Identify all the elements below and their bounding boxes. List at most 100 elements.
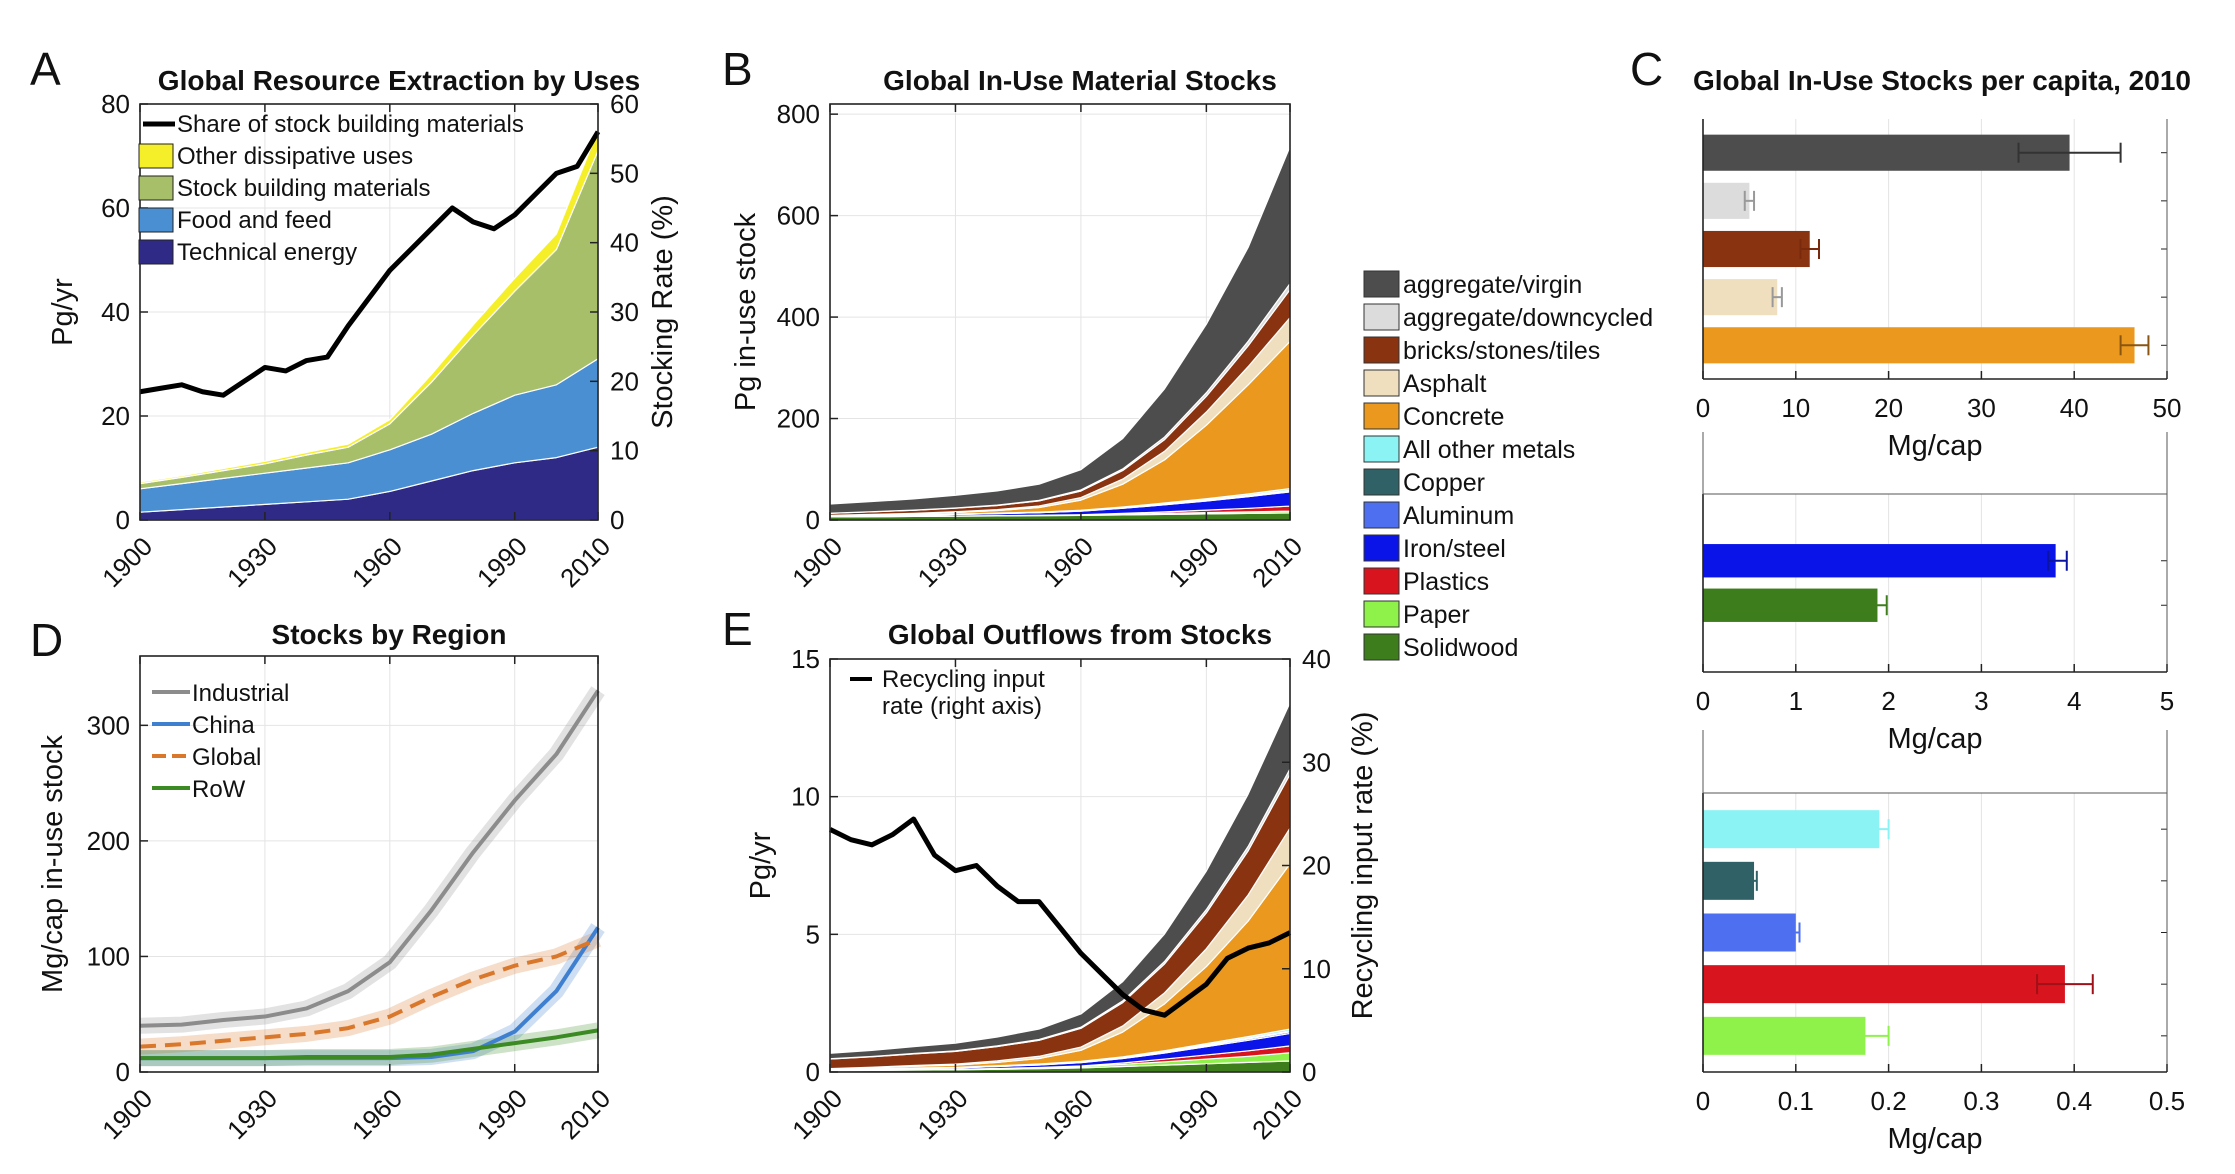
- material-legend-label: Iron/steel: [1403, 535, 1506, 563]
- x-tick-label: 2: [1881, 686, 1895, 716]
- panel-title-d: Stocks by Region: [272, 619, 507, 650]
- x-tick-label: 1930: [221, 531, 283, 593]
- legend-label: Recycling input: [882, 666, 1045, 693]
- y-right-tick-label: 40: [610, 228, 639, 258]
- x-tick-label: 0.4: [2056, 1086, 2092, 1116]
- x-tick-label: 0: [1696, 1086, 1710, 1116]
- y-tick-label: 0: [116, 505, 130, 535]
- x-tick-label: 1990: [471, 531, 533, 593]
- axes-frame-D: [139, 655, 599, 1073]
- bar-all-other-metals: [1703, 810, 1880, 849]
- plot-area-C2: [1703, 494, 2167, 672]
- panel-letter-c: C: [1630, 43, 1663, 95]
- material-legend-label: aggregate/virgin: [1403, 271, 1582, 299]
- y-tick-label: 60: [101, 193, 130, 223]
- x-tick-label: 0: [1696, 393, 1710, 423]
- legend-label: Global: [192, 744, 261, 771]
- x-tick-label: 1900: [96, 531, 158, 593]
- material-legend-label: Aluminum: [1403, 502, 1514, 530]
- material-legend-label: Plastics: [1403, 568, 1489, 596]
- x-tick-label: 40: [2060, 393, 2089, 423]
- panel-letter-a: A: [30, 43, 61, 95]
- y-axis-label-a: Pg/yr: [47, 278, 79, 346]
- bar-paper: [1703, 1016, 1866, 1055]
- legend-swatch: [138, 207, 174, 233]
- y-right-tick-label: 50: [610, 158, 639, 188]
- x-tick-label: 1990: [1162, 531, 1224, 593]
- legend-label: Share of stock building materials: [177, 111, 524, 138]
- panel-title-a: Global Resource Extraction by Uses: [158, 65, 640, 96]
- material-legend-label: Concrete: [1403, 403, 1504, 431]
- bar-asphalt: [1703, 279, 1778, 316]
- y-tick-label: 10: [791, 782, 820, 812]
- x-tick-label: 2010: [1246, 531, 1308, 593]
- material-legend-label: Asphalt: [1403, 370, 1486, 398]
- x-tick-label: 0.2: [1871, 1086, 1907, 1116]
- y-right-tick-label: 40: [1302, 644, 1331, 674]
- x-axis-label-c2: Mg/cap: [1887, 723, 1982, 755]
- legend-label: Industrial: [192, 680, 289, 707]
- x-tick-label: 3: [1974, 686, 1988, 716]
- material-legend-swatch: [1363, 567, 1400, 595]
- legend-label: Stock building materials: [177, 175, 430, 202]
- panel-letter-b: B: [722, 43, 753, 95]
- material-legend-label: aggregate/downcycled: [1403, 304, 1653, 332]
- x-tick-label: 0.5: [2149, 1086, 2185, 1116]
- material-legend-label: Copper: [1403, 469, 1485, 497]
- x-tick-label: 2010: [1246, 1083, 1308, 1145]
- line-row: [140, 1028, 599, 1061]
- bar-iron-steel: [1703, 544, 2056, 578]
- material-legend-swatch: [1363, 303, 1400, 331]
- x-tick-label: 1990: [1162, 1083, 1224, 1145]
- x-tick-label: 1990: [471, 1083, 533, 1145]
- y-tick-label: 100: [87, 941, 130, 971]
- x-tick-label: 1960: [1037, 1083, 1099, 1145]
- y-tick-label: 80: [101, 89, 130, 119]
- x-tick-label: 1930: [912, 1083, 974, 1145]
- material-legend-label: Paper: [1403, 601, 1470, 629]
- material-legend-swatch: [1363, 468, 1400, 496]
- x-tick-label: 1960: [346, 531, 408, 593]
- x-tick-label: 5: [2160, 686, 2174, 716]
- bar-aggregate-virgin: [1703, 134, 2070, 171]
- x-axis-label-c3: Mg/cap: [1887, 1123, 1982, 1155]
- y-tick-label: 200: [777, 404, 820, 434]
- axes-frame-B: [829, 103, 1291, 521]
- material-legend-label: bricks/stones/tiles: [1403, 337, 1600, 365]
- bar-concrete: [1703, 327, 2135, 364]
- legend-label: China: [192, 712, 255, 739]
- x-tick-label: 0.3: [1963, 1086, 1999, 1116]
- material-legend-swatch: [1363, 600, 1400, 628]
- legend-label: Other dissipative uses: [177, 143, 413, 170]
- x-tick-label: 2010: [554, 1083, 616, 1145]
- y-right-axis-label-e: Recycling input rate (%): [1347, 712, 1379, 1020]
- material-legend-swatch: [1363, 435, 1400, 463]
- y-tick-label: 0: [806, 505, 820, 535]
- y-tick-label: 400: [777, 302, 820, 332]
- x-tick-label: 4: [2067, 686, 2081, 716]
- x-tick-label: 2010: [554, 531, 616, 593]
- y-right-axis-label-a: Stocking Rate (%): [647, 195, 679, 429]
- y-tick-label: 20: [101, 401, 130, 431]
- panel-title-b: Global In-Use Material Stocks: [883, 65, 1277, 96]
- y-axis-label-e: Pg/yr: [745, 831, 777, 899]
- x-tick-label: 50: [2153, 393, 2182, 423]
- y-axis-label-b: Pg in-use stock: [730, 212, 762, 411]
- material-legend-label: Solidwood: [1403, 634, 1518, 662]
- bar-copper: [1703, 861, 1755, 900]
- y-axis-label-d: Mg/cap in-use stock: [37, 735, 69, 993]
- y-right-tick-label: 30: [1302, 747, 1331, 777]
- x-tick-label: 10: [1781, 393, 1810, 423]
- y-right-tick-label: 20: [610, 366, 639, 396]
- x-tick-label: 1900: [786, 1083, 848, 1145]
- y-right-tick-label: 10: [610, 436, 639, 466]
- bar-aggregate-downcycled: [1703, 182, 1750, 219]
- bar-aluminum: [1703, 913, 1796, 952]
- material-legend-swatch: [1363, 633, 1400, 661]
- x-tick-label: 30: [1967, 393, 1996, 423]
- panel-title-e: Global Outflows from Stocks: [888, 619, 1272, 650]
- panel-title-c: Global In-Use Stocks per capita, 2010: [1693, 65, 2191, 96]
- x-tick-label: 0.1: [1778, 1086, 1814, 1116]
- legend-swatch: [138, 175, 174, 201]
